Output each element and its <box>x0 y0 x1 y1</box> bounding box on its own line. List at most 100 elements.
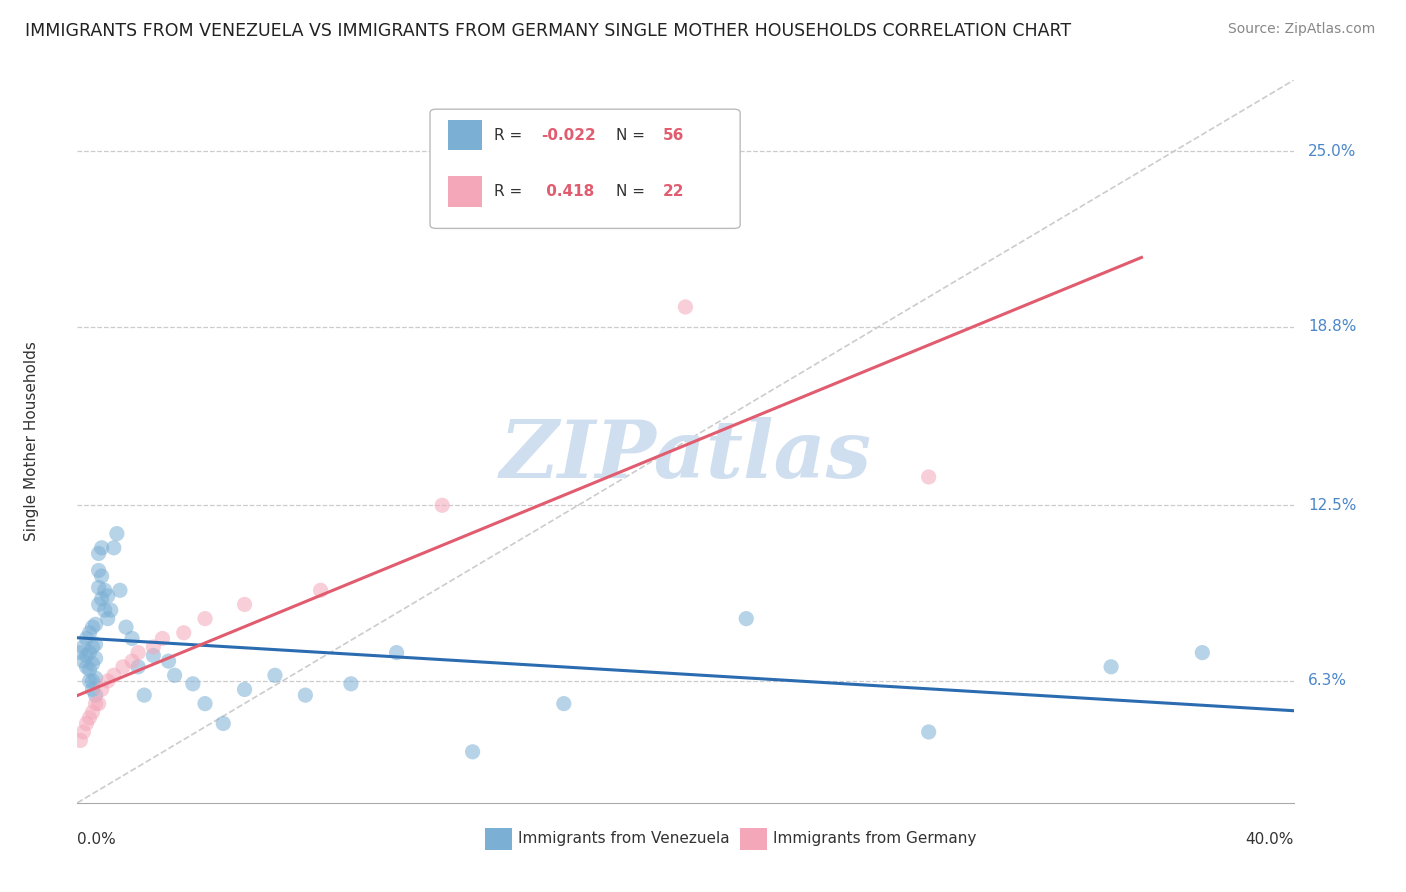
Text: 25.0%: 25.0% <box>1308 144 1357 159</box>
Point <box>127 646 149 660</box>
Text: 0.0%: 0.0% <box>77 831 117 847</box>
Point <box>84 688 107 702</box>
Point <box>84 637 107 651</box>
Point <box>82 620 104 634</box>
Point <box>82 640 104 654</box>
Point <box>82 705 104 719</box>
Point <box>108 583 131 598</box>
Text: -0.022: -0.022 <box>541 128 596 143</box>
Text: 0.418: 0.418 <box>541 184 593 199</box>
Text: R =: R = <box>495 128 523 143</box>
Point <box>181 677 204 691</box>
Point <box>461 745 484 759</box>
Point <box>82 682 104 697</box>
Text: 18.8%: 18.8% <box>1308 319 1357 334</box>
Point <box>97 589 120 603</box>
Point <box>72 725 94 739</box>
Point <box>294 688 316 702</box>
Point <box>309 583 332 598</box>
Point <box>79 673 101 688</box>
Point <box>340 677 363 691</box>
Text: 12.5%: 12.5% <box>1308 498 1357 513</box>
Point <box>1099 660 1122 674</box>
Point <box>111 660 134 674</box>
Point <box>84 697 107 711</box>
Text: ZIPatlas: ZIPatlas <box>499 417 872 495</box>
Bar <box>449 177 482 207</box>
Point <box>75 716 97 731</box>
Point <box>87 598 110 612</box>
Text: 6.3%: 6.3% <box>1308 673 1347 689</box>
Point <box>82 673 104 688</box>
Point <box>385 646 408 660</box>
Point <box>75 632 97 646</box>
Point <box>212 716 235 731</box>
Point <box>100 603 122 617</box>
Point <box>79 646 101 660</box>
Point <box>142 640 165 654</box>
Text: 56: 56 <box>662 128 683 143</box>
Point <box>157 654 180 668</box>
Text: 40.0%: 40.0% <box>1246 831 1294 847</box>
Point <box>163 668 186 682</box>
Point <box>69 646 91 660</box>
Text: 22: 22 <box>662 184 683 199</box>
Point <box>87 697 110 711</box>
Point <box>918 725 941 739</box>
Point <box>115 620 138 634</box>
Point <box>121 654 143 668</box>
Point <box>79 663 101 677</box>
FancyBboxPatch shape <box>430 109 740 228</box>
Point <box>72 654 94 668</box>
Point <box>105 526 128 541</box>
Text: N =: N = <box>616 128 645 143</box>
Point <box>1191 646 1213 660</box>
Point <box>75 648 97 663</box>
Point <box>87 581 110 595</box>
Point <box>103 668 125 682</box>
Point <box>97 612 120 626</box>
Point <box>103 541 125 555</box>
Text: IMMIGRANTS FROM VENEZUELA VS IMMIGRANTS FROM GERMANY SINGLE MOTHER HOUSEHOLDS CO: IMMIGRANTS FROM VENEZUELA VS IMMIGRANTS … <box>25 22 1071 40</box>
Point <box>93 603 115 617</box>
Point <box>134 688 156 702</box>
Text: Source: ZipAtlas.com: Source: ZipAtlas.com <box>1227 22 1375 37</box>
Point <box>93 583 115 598</box>
Point <box>194 697 217 711</box>
Point <box>84 671 107 685</box>
Text: Immigrants from Venezuela: Immigrants from Venezuela <box>517 831 730 847</box>
Point <box>233 682 256 697</box>
Point <box>173 625 195 640</box>
Bar <box>740 828 766 850</box>
Point <box>87 546 110 560</box>
Point <box>97 673 120 688</box>
Point <box>152 632 174 646</box>
Point <box>84 617 107 632</box>
Point <box>90 682 112 697</box>
Point <box>735 612 758 626</box>
Point <box>87 564 110 578</box>
Point <box>233 598 256 612</box>
Point <box>79 625 101 640</box>
Bar <box>449 120 482 151</box>
Point <box>90 541 112 555</box>
Point <box>127 660 149 674</box>
Point <box>72 640 94 654</box>
Point <box>121 632 143 646</box>
Text: Single Mother Households: Single Mother Households <box>24 342 38 541</box>
Point <box>75 660 97 674</box>
Point <box>84 651 107 665</box>
Text: N =: N = <box>616 184 645 199</box>
Point <box>264 668 287 682</box>
Point <box>142 648 165 663</box>
Text: R =: R = <box>495 184 523 199</box>
Point <box>90 591 112 606</box>
Point <box>430 498 453 512</box>
Point <box>553 697 575 711</box>
Point <box>918 470 941 484</box>
Point <box>69 733 91 747</box>
Point <box>90 569 112 583</box>
Point <box>675 300 697 314</box>
Point <box>79 711 101 725</box>
Point <box>194 612 217 626</box>
